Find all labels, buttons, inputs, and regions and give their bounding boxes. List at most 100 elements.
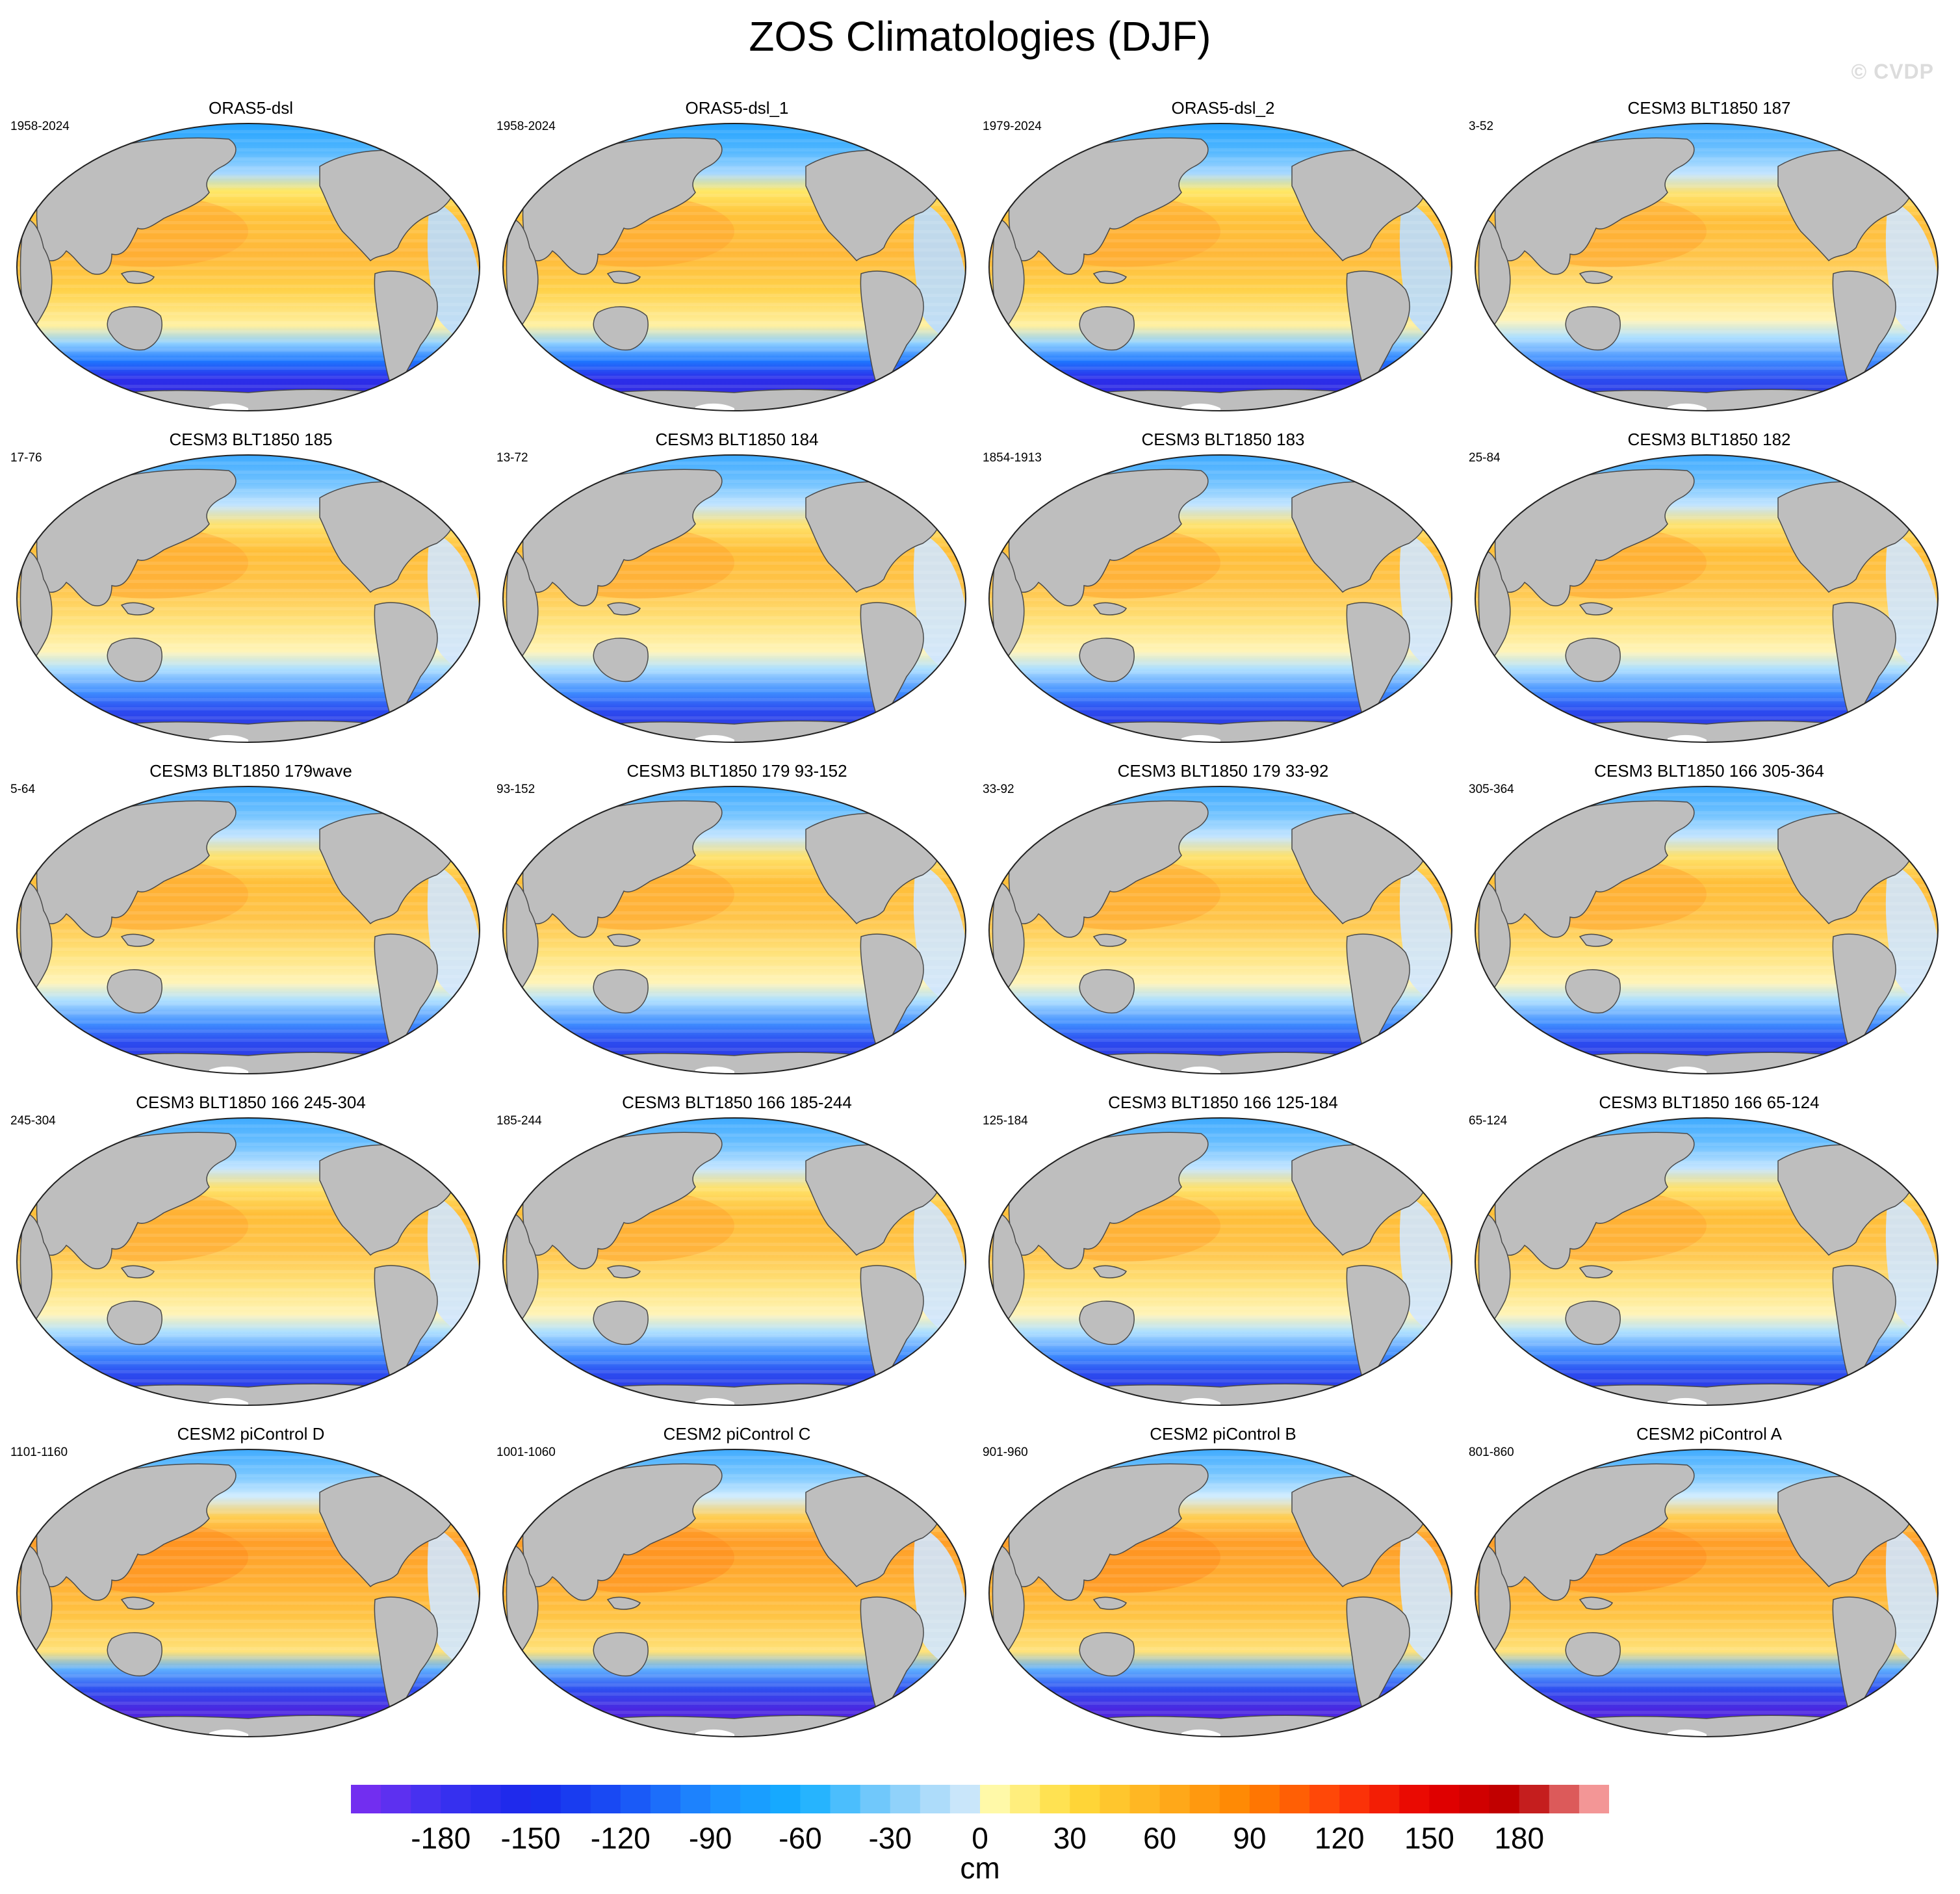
zos-map [988, 1117, 1452, 1406]
map-panel: CESM3 BLT1850 179 33-92 33-92 [980, 760, 1466, 1092]
globe-outline [502, 123, 966, 411]
colorbar-tick-label: 30 [1053, 1821, 1087, 1855]
map-panel: CESM3 BLT1850 166 245-304 245-304 [8, 1092, 494, 1423]
land-indo [606, 933, 641, 947]
colorbar-box [980, 1785, 1011, 1813]
cvdp-watermark: © CVDP [1851, 60, 1934, 83]
map-panel: CESM3 BLT1850 185 17-76 [8, 429, 494, 760]
land-indo [120, 602, 155, 616]
colorbar-box [471, 1785, 502, 1813]
panel-period: 1979-2024 [983, 120, 1042, 133]
colorbar-box [1040, 1785, 1070, 1813]
colorbar-tick-label: 60 [1142, 1821, 1177, 1855]
land-asiaEurope [1494, 1463, 1695, 1601]
colorbar-tick-label: -150 [500, 1821, 561, 1855]
colorbar-tick-label: -90 [688, 1821, 732, 1855]
land-indo [1579, 933, 1613, 947]
colorbar-box [740, 1785, 771, 1813]
land-indo [120, 270, 155, 284]
land-antarctica [578, 1715, 904, 1737]
colorbar-box [441, 1785, 471, 1813]
colorbar-box [1249, 1785, 1280, 1813]
globe-outline [16, 786, 480, 1074]
colorbar-box [1459, 1785, 1490, 1813]
land-australia [107, 969, 162, 1014]
map-panel: CESM3 BLT1850 182 25-84 [1466, 429, 1952, 760]
panel-title: CESM2 piControl D [177, 1424, 325, 1444]
panel-period: 1958-2024 [10, 120, 70, 133]
zos-map [16, 786, 480, 1074]
panel-period: 801-860 [1469, 1446, 1514, 1459]
zos-map [16, 123, 480, 411]
land-asiaEurope [522, 469, 723, 606]
globe-outline [1475, 786, 1939, 1074]
colorbar-box [381, 1785, 411, 1813]
panel-period: 1854-1913 [983, 451, 1042, 465]
colorbar-tick-label: -180 [411, 1821, 471, 1855]
colorbar-tick-label: 180 [1494, 1821, 1545, 1855]
colorbar-box [1189, 1785, 1220, 1813]
land-asiaEurope [36, 137, 237, 275]
panel-title: ORAS5-dsl_2 [1171, 98, 1275, 118]
land-asiaEurope [1008, 137, 1209, 275]
land-asiaEurope [1494, 800, 1695, 938]
panel-period: 1101-1160 [10, 1446, 68, 1459]
land-indo [120, 1265, 155, 1278]
panel-period: 1958-2024 [496, 120, 556, 133]
land-antarctica [578, 720, 904, 742]
colorbar-tick-label: 90 [1233, 1821, 1267, 1855]
land-asiaEurope [522, 137, 723, 275]
colorbar-box [1309, 1785, 1340, 1813]
land-antarctica [578, 389, 904, 411]
panel-title: CESM3 BLT1850 166 245-304 [136, 1093, 366, 1112]
land-australia [1079, 969, 1135, 1014]
colorbar-box [1579, 1785, 1609, 1813]
land-antarctica [1064, 720, 1390, 742]
globe-outline [16, 123, 480, 411]
land-indo [1092, 602, 1127, 616]
colorbar-box [1489, 1785, 1520, 1813]
colorbar-box [920, 1785, 951, 1813]
land-antarctica [92, 720, 418, 742]
land-asiaEurope [1008, 1463, 1209, 1601]
zos-map [1475, 454, 1939, 743]
map-panel: ORAS5-dsl_2 1979-2024 [980, 97, 1466, 429]
zos-map [988, 123, 1452, 411]
colorbar-box [1070, 1785, 1100, 1813]
panel-title: CESM3 BLT1850 166 65-124 [1599, 1093, 1820, 1112]
colorbar-tick-label: 0 [972, 1821, 988, 1855]
map-panel: CESM3 BLT1850 166 305-364 305-364 [1466, 760, 1952, 1092]
colorbar-box [530, 1785, 561, 1813]
land-antarctica [1064, 1715, 1390, 1737]
panel-period: 185-244 [496, 1114, 542, 1128]
land-australia [107, 1301, 162, 1345]
zos-map [1475, 786, 1939, 1074]
land-asiaEurope [1008, 469, 1209, 606]
land-australia [593, 1632, 649, 1677]
land-antarctica [92, 389, 418, 411]
panel-title: CESM3 BLT1850 187 [1627, 98, 1791, 118]
colorbar-box [590, 1785, 621, 1813]
panel-period: 93-152 [496, 783, 535, 796]
panel-period: 901-960 [983, 1446, 1028, 1459]
map-panel: CESM2 piControl B 901-960 [980, 1423, 1466, 1755]
colorbar-box [890, 1785, 921, 1813]
colorbar-box [650, 1785, 681, 1813]
map-panel: CESM3 BLT1850 166 185-244 185-244 [494, 1092, 980, 1423]
colorbar-box [620, 1785, 651, 1813]
colorbar-tick-label: -60 [779, 1821, 822, 1855]
panel-period: 13-72 [496, 451, 528, 465]
land-indo [120, 1596, 155, 1610]
panel-title: CESM2 piControl C [663, 1424, 811, 1444]
panel-period: 305-364 [1469, 783, 1514, 796]
land-antarctica [1064, 1383, 1390, 1405]
panel-period: 245-304 [10, 1114, 56, 1128]
globe-outline [502, 786, 966, 1074]
panel-title: ORAS5-dsl_1 [685, 98, 789, 118]
land-australia [1079, 1632, 1135, 1677]
colorbar-units: cm [960, 1851, 1000, 1885]
zos-map [502, 786, 966, 1074]
colorbar-tick-label: 120 [1314, 1821, 1365, 1855]
map-panel: CESM3 BLT1850 166 125-184 125-184 [980, 1092, 1466, 1423]
zos-map [988, 1449, 1452, 1737]
